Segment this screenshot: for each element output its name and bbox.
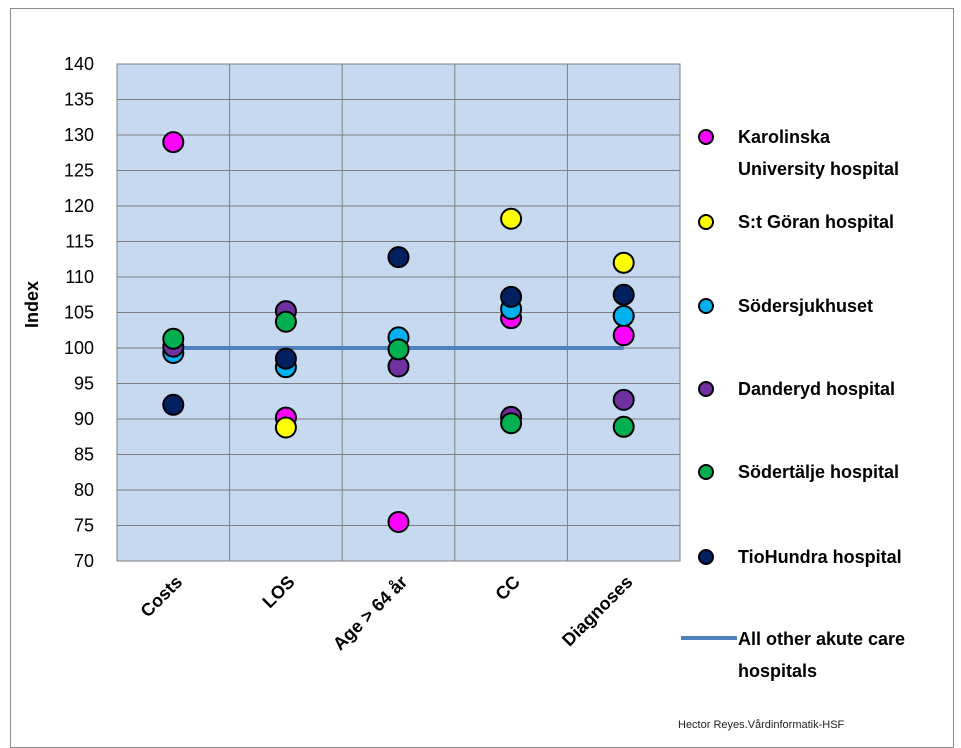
data-point — [274, 416, 297, 439]
x-tick-label: Costs — [137, 572, 187, 622]
legend-label: Södersjukhuset — [738, 296, 873, 316]
legend-label: Danderyd hospital — [738, 379, 895, 399]
y-tick-label: 70 — [74, 551, 94, 571]
data-point — [162, 327, 185, 350]
data-point — [612, 283, 635, 306]
y-tick-label: 90 — [74, 409, 94, 429]
legend-marker — [698, 549, 714, 565]
legend-marker — [698, 464, 714, 480]
y-tick-label: 100 — [64, 338, 94, 358]
data-point — [162, 131, 185, 154]
data-point — [274, 310, 297, 333]
y-tick-label: 105 — [64, 303, 94, 323]
data-point — [612, 388, 635, 411]
data-point — [612, 415, 635, 438]
legend-label: S:t Göran hospital — [738, 212, 894, 232]
y-tick-label: 140 — [64, 54, 94, 74]
data-point — [387, 246, 410, 269]
data-point — [612, 251, 635, 274]
data-point — [387, 510, 410, 533]
legend-label: TioHundra hospital — [738, 547, 902, 567]
data-point — [612, 324, 635, 347]
y-tick-label: 120 — [64, 196, 94, 216]
y-tick-label: 135 — [64, 90, 94, 110]
data-point — [274, 347, 297, 370]
legend-label: All other akute care hospitals — [738, 629, 905, 681]
y-axis-label: Index — [22, 281, 42, 328]
legend-label: Karolinska University hospital — [738, 127, 899, 179]
data-point — [500, 207, 523, 230]
y-tick-label: 80 — [74, 480, 94, 500]
data-point — [500, 285, 523, 308]
y-tick-label: 75 — [74, 516, 94, 536]
legend-marker — [698, 298, 714, 314]
x-tick-label: LOS — [258, 572, 298, 612]
x-tick-label: Diagnoses — [558, 572, 637, 651]
y-tick-label: 85 — [74, 445, 94, 465]
x-tick-label: Age > 64 år — [329, 572, 411, 654]
y-tick-label: 110 — [65, 267, 94, 287]
y-tick-label: 130 — [64, 125, 94, 145]
y-tick-label: 115 — [65, 232, 94, 252]
legend-marker — [698, 381, 714, 397]
data-point — [612, 305, 635, 328]
legend-marker — [698, 214, 714, 230]
data-point — [162, 393, 185, 416]
legend-label: Södertälje hospital — [738, 462, 899, 482]
y-tick-label: 125 — [64, 161, 94, 181]
y-tick-label: 95 — [74, 374, 94, 394]
legend-marker — [698, 129, 714, 145]
data-point — [500, 412, 523, 435]
footer-credit: Hector Reyes.Vårdinformatik-HSF — [678, 719, 845, 731]
data-point — [387, 338, 410, 361]
x-tick-label: CC — [491, 572, 524, 605]
